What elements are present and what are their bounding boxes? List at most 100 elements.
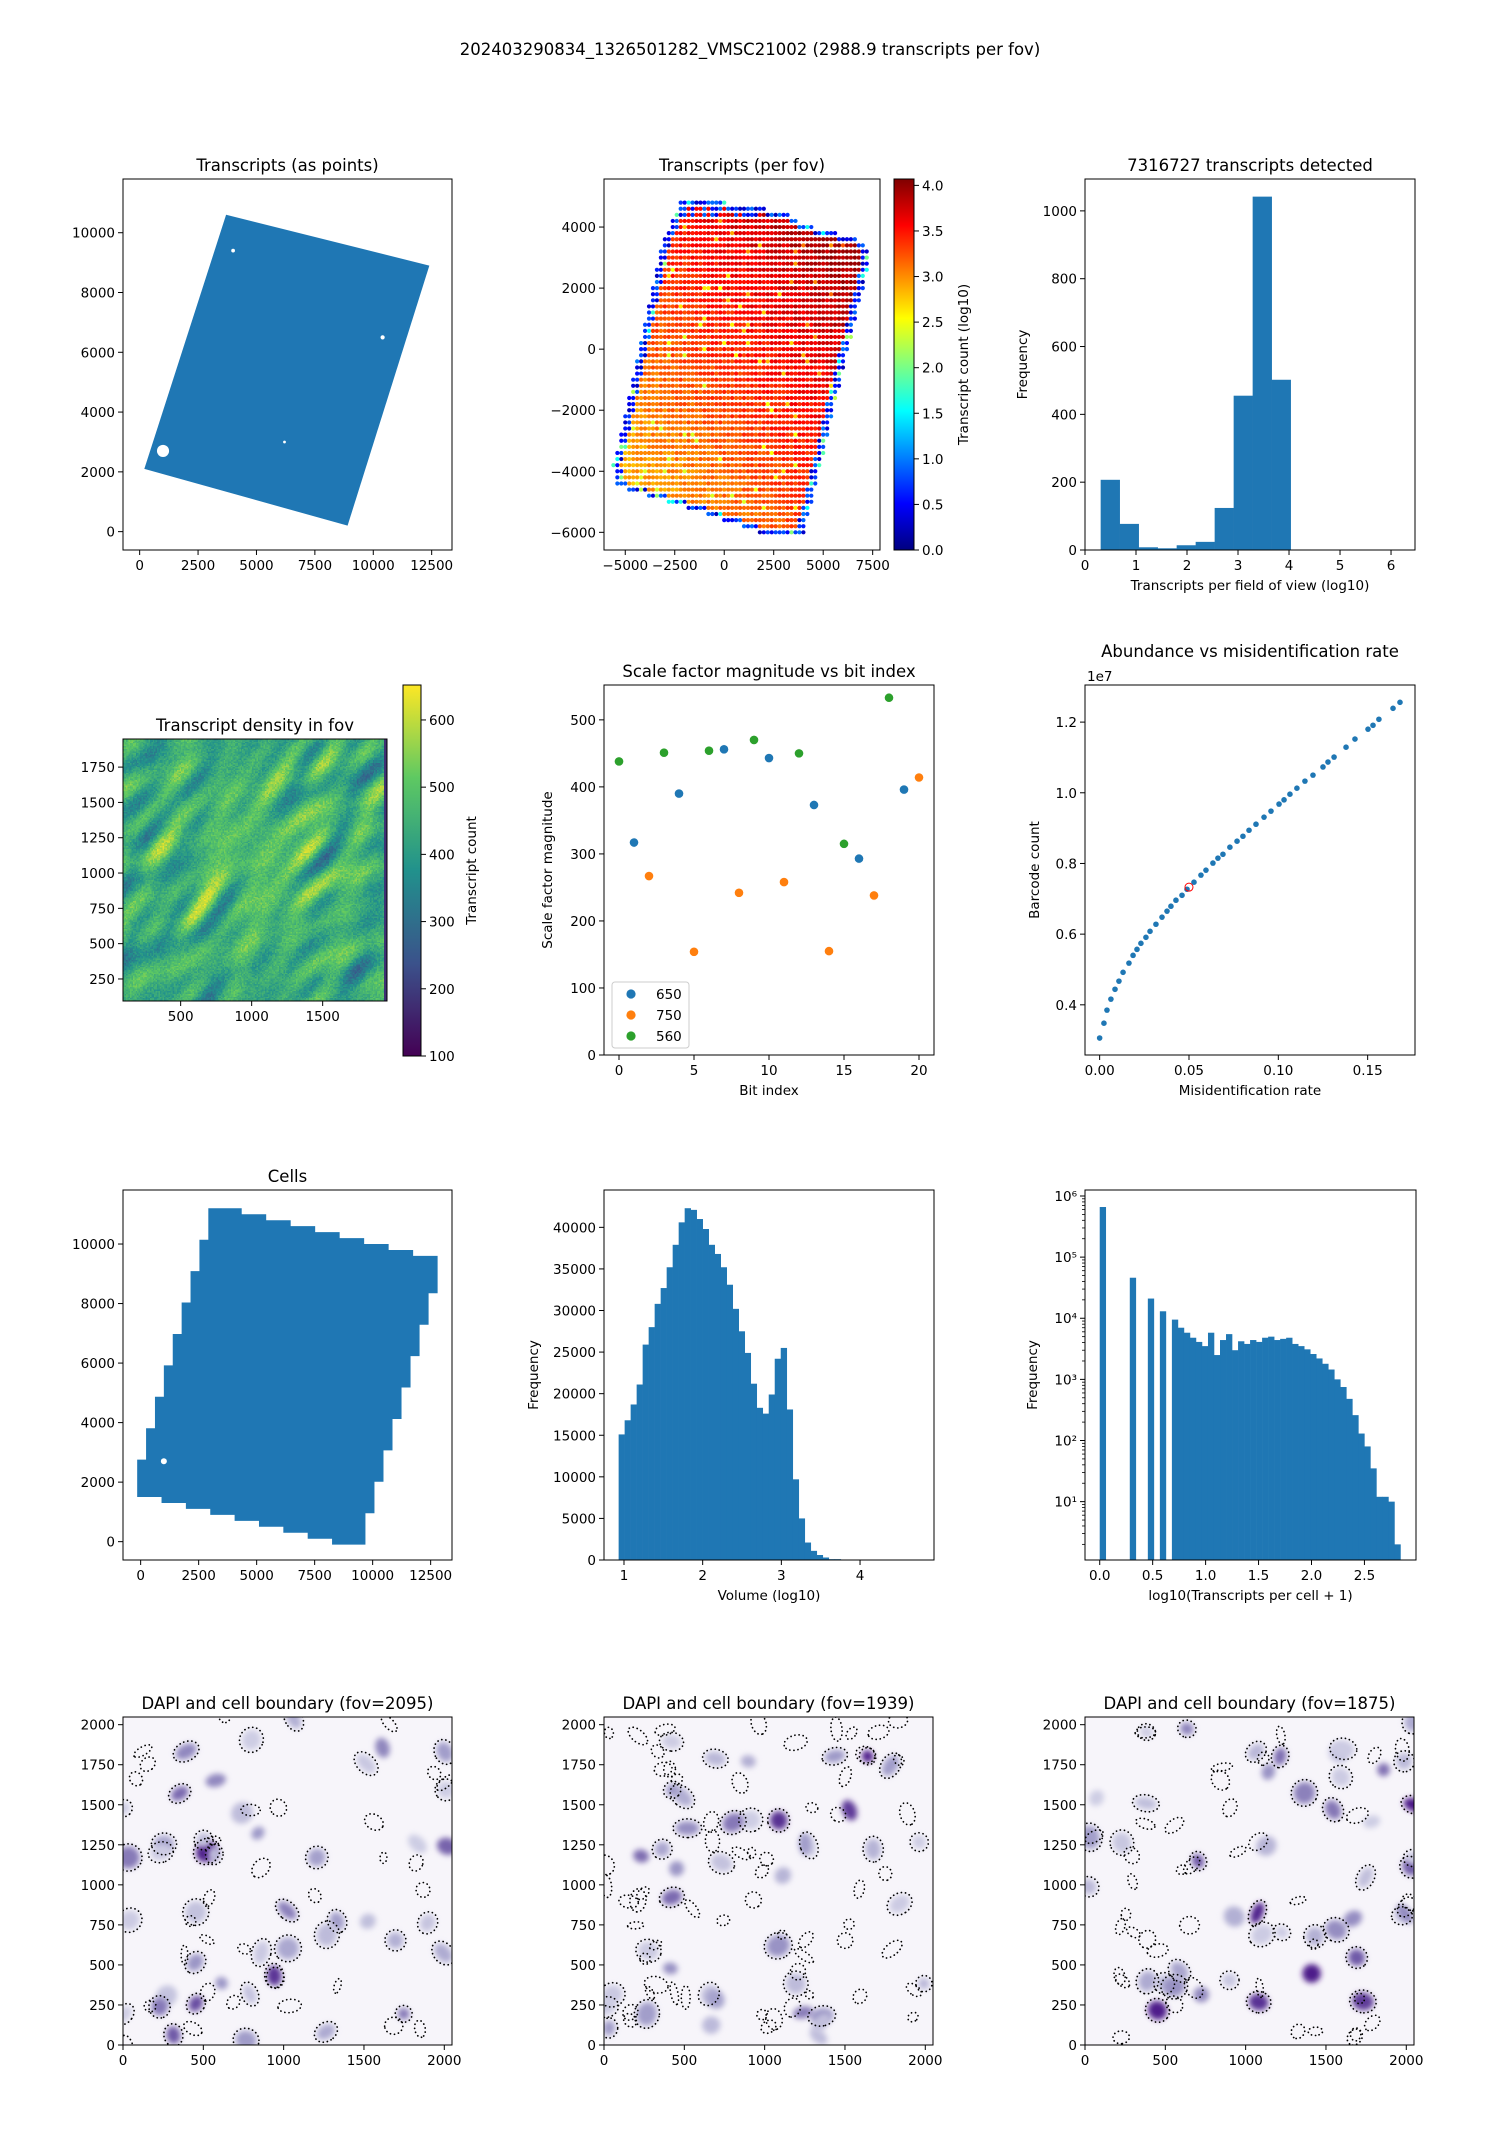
fov-point — [642, 450, 648, 456]
fov-point — [642, 340, 648, 346]
fov-point — [654, 353, 660, 358]
fov-point — [781, 420, 786, 425]
cell-boundary — [1188, 1850, 1208, 1872]
fov-point — [773, 469, 778, 474]
fov-point — [741, 231, 747, 236]
fov-point — [832, 371, 838, 376]
y-tick-label: 2000 — [81, 465, 115, 481]
fov-point — [674, 481, 679, 486]
cell-boundary — [1183, 1976, 1204, 2000]
nucleus — [1256, 1836, 1277, 1856]
x-tick-label: 7500 — [855, 558, 889, 574]
fov-point — [801, 444, 806, 449]
fov-point — [817, 359, 822, 364]
cell-boundary — [1353, 1992, 1366, 2005]
fov-point — [650, 469, 656, 474]
fov-point — [710, 340, 715, 346]
fov-point — [777, 524, 782, 529]
histogram-bar — [1220, 1340, 1227, 1560]
nucleus — [865, 1838, 881, 1860]
fov-point — [761, 237, 766, 242]
fov-point — [662, 298, 667, 303]
fov-point — [662, 444, 667, 449]
fov-point — [797, 377, 802, 382]
fov-point — [793, 273, 798, 278]
fov-point — [753, 255, 758, 260]
fov-point — [654, 463, 660, 468]
fov-point — [745, 237, 751, 242]
nucleus — [675, 1821, 700, 1836]
fov-point — [781, 273, 786, 278]
fov-point — [777, 371, 782, 376]
fov-point — [809, 237, 814, 242]
fov-point — [678, 316, 683, 321]
fov-point — [710, 493, 715, 498]
fov-point — [658, 426, 663, 431]
fov-point — [761, 340, 766, 346]
fov-point — [730, 310, 735, 315]
fov-point — [666, 487, 671, 492]
fov-point — [840, 310, 846, 315]
fov-point — [650, 408, 656, 413]
fov-point — [761, 279, 766, 285]
scatter-point-650 — [764, 753, 774, 763]
fov-point — [698, 279, 703, 285]
fov-point — [765, 414, 770, 419]
fov-point — [745, 475, 751, 480]
fov-point — [686, 310, 691, 315]
y-tick-label: 10000 — [553, 1470, 596, 1486]
fov-point — [757, 414, 762, 419]
fov-point — [773, 377, 778, 382]
fov-point — [706, 218, 711, 224]
fov-point — [654, 475, 660, 480]
fov-point — [801, 469, 806, 474]
histogram-bar — [630, 1404, 637, 1560]
fov-point — [765, 505, 770, 511]
fov-point — [813, 377, 818, 382]
fov-point — [722, 499, 727, 504]
fov-point — [781, 286, 786, 291]
abundance-point — [1320, 764, 1326, 770]
fov-point — [662, 340, 667, 346]
fov-point — [801, 377, 806, 382]
cell-boundary — [199, 1982, 216, 2003]
cell-boundary — [1272, 1923, 1292, 1942]
histogram-bar — [684, 1208, 691, 1560]
fov-point — [757, 212, 762, 217]
fov-point — [785, 414, 790, 419]
nucleus — [1343, 1910, 1363, 1927]
axes-frame — [1084, 178, 1416, 551]
fov-point — [769, 359, 774, 364]
fov-point — [698, 426, 703, 431]
abundance-point — [1370, 722, 1376, 729]
fov-point — [710, 359, 715, 364]
fov-point — [817, 463, 822, 468]
fov-point — [817, 322, 822, 327]
cell-boundary — [1134, 1726, 1157, 1739]
nucleus — [407, 1834, 427, 1854]
nucleus — [1302, 1964, 1321, 1983]
fov-point — [817, 450, 822, 456]
fov-point — [646, 402, 652, 407]
fov-point — [686, 243, 691, 248]
y-tick-label: 20000 — [553, 1387, 596, 1403]
fov-point — [658, 292, 663, 297]
fov-point — [789, 237, 794, 242]
colorbar-tick-label: 2.0 — [922, 361, 943, 377]
fov-point — [666, 267, 671, 272]
fov-point — [638, 475, 644, 480]
fov-point — [753, 340, 758, 346]
fov-point — [718, 444, 723, 449]
histogram-bar — [1159, 1311, 1167, 1560]
fov-point — [769, 481, 774, 486]
fov-point — [706, 432, 711, 437]
fov-point — [749, 340, 755, 346]
fov-point — [829, 408, 834, 413]
fov-point — [718, 261, 723, 266]
fov-point — [805, 432, 810, 437]
fov-point — [809, 286, 814, 291]
cell-boundary — [147, 1840, 175, 1864]
cell-boundary — [1400, 1794, 1414, 1815]
fov-point — [741, 298, 747, 303]
fov-point — [722, 371, 727, 376]
